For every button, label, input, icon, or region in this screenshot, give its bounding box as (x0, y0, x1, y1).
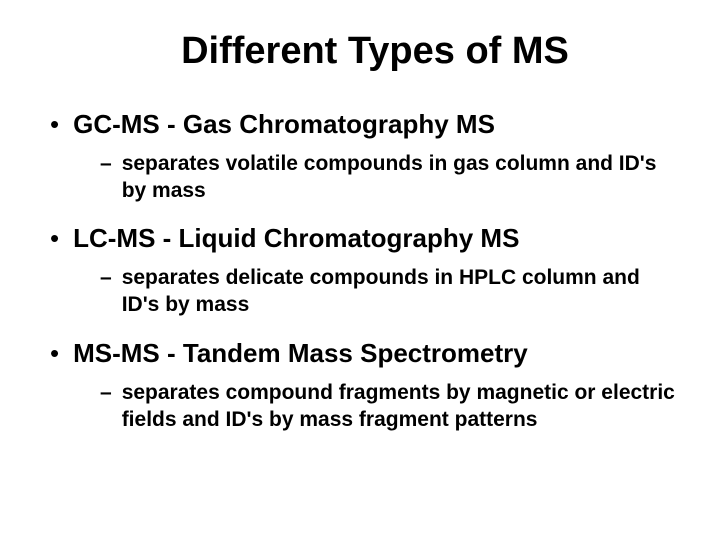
bullet-dash-icon: – (100, 150, 112, 177)
bullet-dot-icon: • (50, 108, 59, 142)
bullet-main-text: GC-MS - Gas Chromatography MS (73, 108, 495, 142)
bullet-sub-1: – separates volatile compounds in gas co… (40, 150, 680, 205)
bullet-main-text: MS-MS - Tandem Mass Spectrometry (73, 337, 528, 371)
bullet-item-1: • GC-MS - Gas Chromatography MS (40, 108, 680, 142)
bullet-sub-text: separates compound fragments by magnetic… (122, 379, 680, 434)
bullet-sub-text: separates volatile compounds in gas colu… (122, 150, 680, 205)
bullet-sub-3: – separates compound fragments by magnet… (40, 379, 680, 434)
bullet-dash-icon: – (100, 264, 112, 291)
bullet-dash-icon: – (100, 379, 112, 406)
bullet-sub-2: – separates delicate compounds in HPLC c… (40, 264, 680, 319)
bullet-item-2: • LC-MS - Liquid Chromatography MS (40, 222, 680, 256)
slide-title: Different Types of MS (40, 30, 680, 73)
bullet-dot-icon: • (50, 337, 59, 371)
bullet-item-3: • MS-MS - Tandem Mass Spectrometry (40, 337, 680, 371)
bullet-main-text: LC-MS - Liquid Chromatography MS (73, 222, 519, 256)
bullet-sub-text: separates delicate compounds in HPLC col… (122, 264, 680, 319)
bullet-dot-icon: • (50, 222, 59, 256)
